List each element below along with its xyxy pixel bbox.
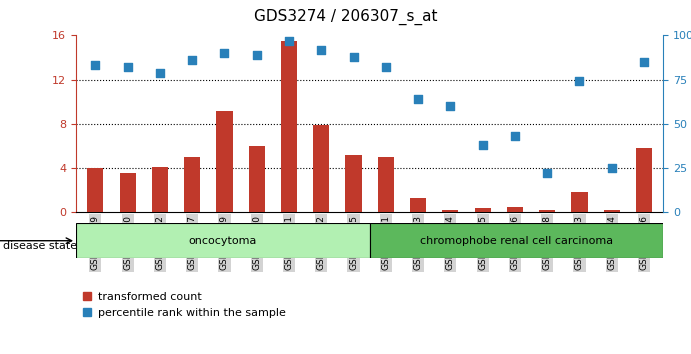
Bar [313,125,330,212]
Point [122,64,133,70]
Bar [87,168,104,212]
Bar [539,210,556,212]
Bar [76,223,370,258]
Point [283,38,294,44]
Point [413,96,424,102]
Bar [249,146,265,212]
Bar [475,208,491,212]
Bar [571,193,587,212]
Point [154,70,165,75]
Bar [346,155,361,212]
Bar [152,167,168,212]
Point [316,47,327,52]
Point [187,57,198,63]
Bar [604,210,620,212]
Bar [281,41,297,212]
Bar [636,148,652,212]
Point [638,59,650,65]
Text: chromophobe renal cell carcinoma: chromophobe renal cell carcinoma [420,236,613,246]
Bar [410,198,426,212]
Bar [370,223,663,258]
Point [509,133,520,139]
Point [380,64,391,70]
Point [90,63,101,68]
Point [606,165,617,171]
Point [477,142,488,148]
Text: oncocytoma: oncocytoma [189,236,257,246]
Bar [216,110,233,212]
Text: GDS3274 / 206307_s_at: GDS3274 / 206307_s_at [254,9,437,25]
Point [542,171,553,176]
Point [348,54,359,59]
Legend: transformed count, percentile rank within the sample: transformed count, percentile rank withi… [82,292,286,318]
Bar [507,207,523,212]
Text: disease state: disease state [3,241,77,251]
Bar [120,172,135,212]
Point [574,79,585,84]
Point [252,52,263,58]
Bar [378,157,394,212]
Point [219,50,230,56]
Bar [442,210,458,212]
Bar [184,157,200,212]
Point [445,103,456,109]
